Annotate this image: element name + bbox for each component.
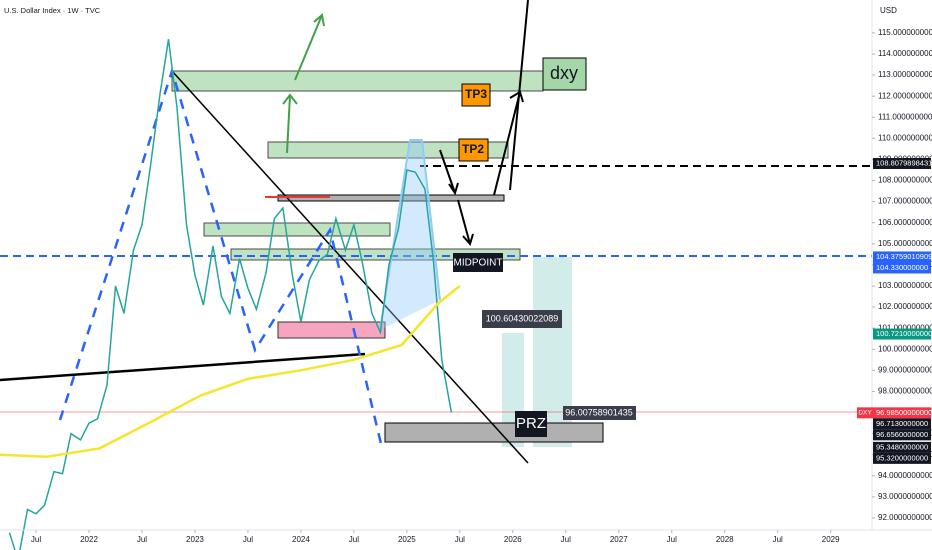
y-tick-label: 100.000000000000 [878, 344, 932, 353]
price-label: 100.7210000000 [876, 329, 932, 338]
y-tick-label: 103.000000000000 [878, 281, 932, 290]
symbol-tag: DXY [858, 410, 872, 417]
y-tick-label: 111.000000000000 [878, 112, 932, 121]
annotation: TP3 [465, 87, 487, 101]
label-box [563, 406, 636, 420]
y-tick-label: 107.000000000000 [878, 197, 932, 206]
price-label-box [873, 407, 931, 419]
y-tick-label: 94.0000000000000 [878, 471, 932, 480]
y-tick-label: 114.000000000000 [878, 49, 932, 58]
zone [267, 141, 509, 159]
x-tick-label: 2029 [822, 535, 840, 544]
chart-title: U.S. Dollar Index · 1W · TVC [4, 6, 101, 15]
price-label: 95.3480000000 [876, 442, 928, 451]
symbol-tag-box [857, 407, 873, 419]
label-box [461, 83, 491, 107]
zone [230, 248, 521, 261]
harmonic [58, 66, 384, 449]
price-label-box [873, 262, 931, 274]
x-tick-label: Jul [455, 535, 465, 544]
annotation: TP2 [462, 142, 484, 156]
x-tick-label: 2022 [80, 535, 98, 544]
arrow [457, 199, 474, 247]
x-tick-label: 2028 [716, 535, 734, 544]
x-tick-label: 2026 [504, 535, 522, 544]
y-tick-label: 108.000000000000 [878, 176, 932, 185]
price-label-box [873, 251, 931, 263]
zone [384, 422, 604, 443]
y-tick-label: 98.0000000000000 [878, 387, 932, 396]
price-label: 108.8079898431 [876, 158, 932, 167]
y-tick-label: 99.0000000000000 [878, 365, 932, 374]
x-tick-label: 2027 [610, 535, 628, 544]
x-tick-label: Jul [667, 535, 677, 544]
trend-line [0, 352, 366, 382]
drawings: dxy TP3 TP2 MIDPOINT PRZ 100.60430022089… [0, 0, 872, 464]
series-line [0, 285, 461, 459]
price-label-box [873, 328, 931, 340]
arrow [493, 90, 524, 196]
x-tick-label: Jul [137, 535, 147, 544]
plot [0, 39, 461, 550]
y-tick-label: 110.000000000000 [878, 133, 932, 142]
x-tick-label: 2023 [186, 535, 204, 544]
label-box [453, 253, 503, 272]
zone [277, 321, 386, 339]
annotation: dxy [550, 63, 578, 83]
y-tick-label: 93.0000000000000 [878, 492, 932, 501]
label-box [542, 57, 587, 91]
x-tick-label: 2024 [292, 535, 310, 544]
y-tick-label: 92.0000000000000 [878, 513, 932, 522]
label-box [458, 138, 489, 162]
price-label: 96.6560000000 [876, 430, 928, 439]
label-box [515, 411, 547, 437]
price-label-box [873, 429, 931, 441]
annotation: 96.00758901435 [565, 407, 633, 417]
arrow [282, 93, 298, 154]
price-label-box [873, 441, 931, 453]
y-tick-label: 115.000000000000 [878, 28, 932, 37]
y-tick-label: 113.000000000000 [878, 70, 932, 79]
x-tick-label: 2025 [398, 535, 416, 544]
x-tick-label: Jul [773, 535, 783, 544]
series-line [8, 39, 453, 550]
trend-line [171, 70, 529, 464]
y-tick-label: 105.000000000000 [878, 239, 932, 248]
arrow [294, 13, 325, 81]
x-tick-label: Jul [561, 535, 571, 544]
price-label-box [873, 157, 931, 169]
y-tick-label: 101.000000000000 [878, 323, 932, 332]
zone [203, 222, 391, 237]
price-axis [872, 0, 932, 550]
price-label: 96.7130000000 [876, 419, 928, 428]
x-tick-label: Jul [349, 535, 359, 544]
label-box [482, 310, 562, 328]
price-label: 104.3759010909 [876, 252, 932, 261]
price-label-box [873, 452, 931, 464]
price-label: 96.98500000000 [876, 408, 932, 417]
x-tick-label: Jul [31, 535, 41, 544]
annotation: PRZ [516, 415, 546, 432]
price-label: 104.330000000 [876, 263, 928, 272]
x-tick-label: Jul [243, 535, 253, 544]
y-tick-label: 112.000000000000 [878, 91, 932, 100]
annotation: MIDPOINT [454, 258, 503, 269]
price-label-box [873, 418, 931, 430]
y-tick-label: 102.000000000000 [878, 302, 932, 311]
price-label: 95.3200000000 [876, 453, 928, 462]
y-axis-label: USD [880, 6, 897, 15]
harmonic [379, 139, 441, 331]
annotation: 100.60430022089 [486, 313, 559, 323]
y-tick-label: 106.000000000000 [878, 218, 932, 227]
arrow [439, 149, 459, 196]
